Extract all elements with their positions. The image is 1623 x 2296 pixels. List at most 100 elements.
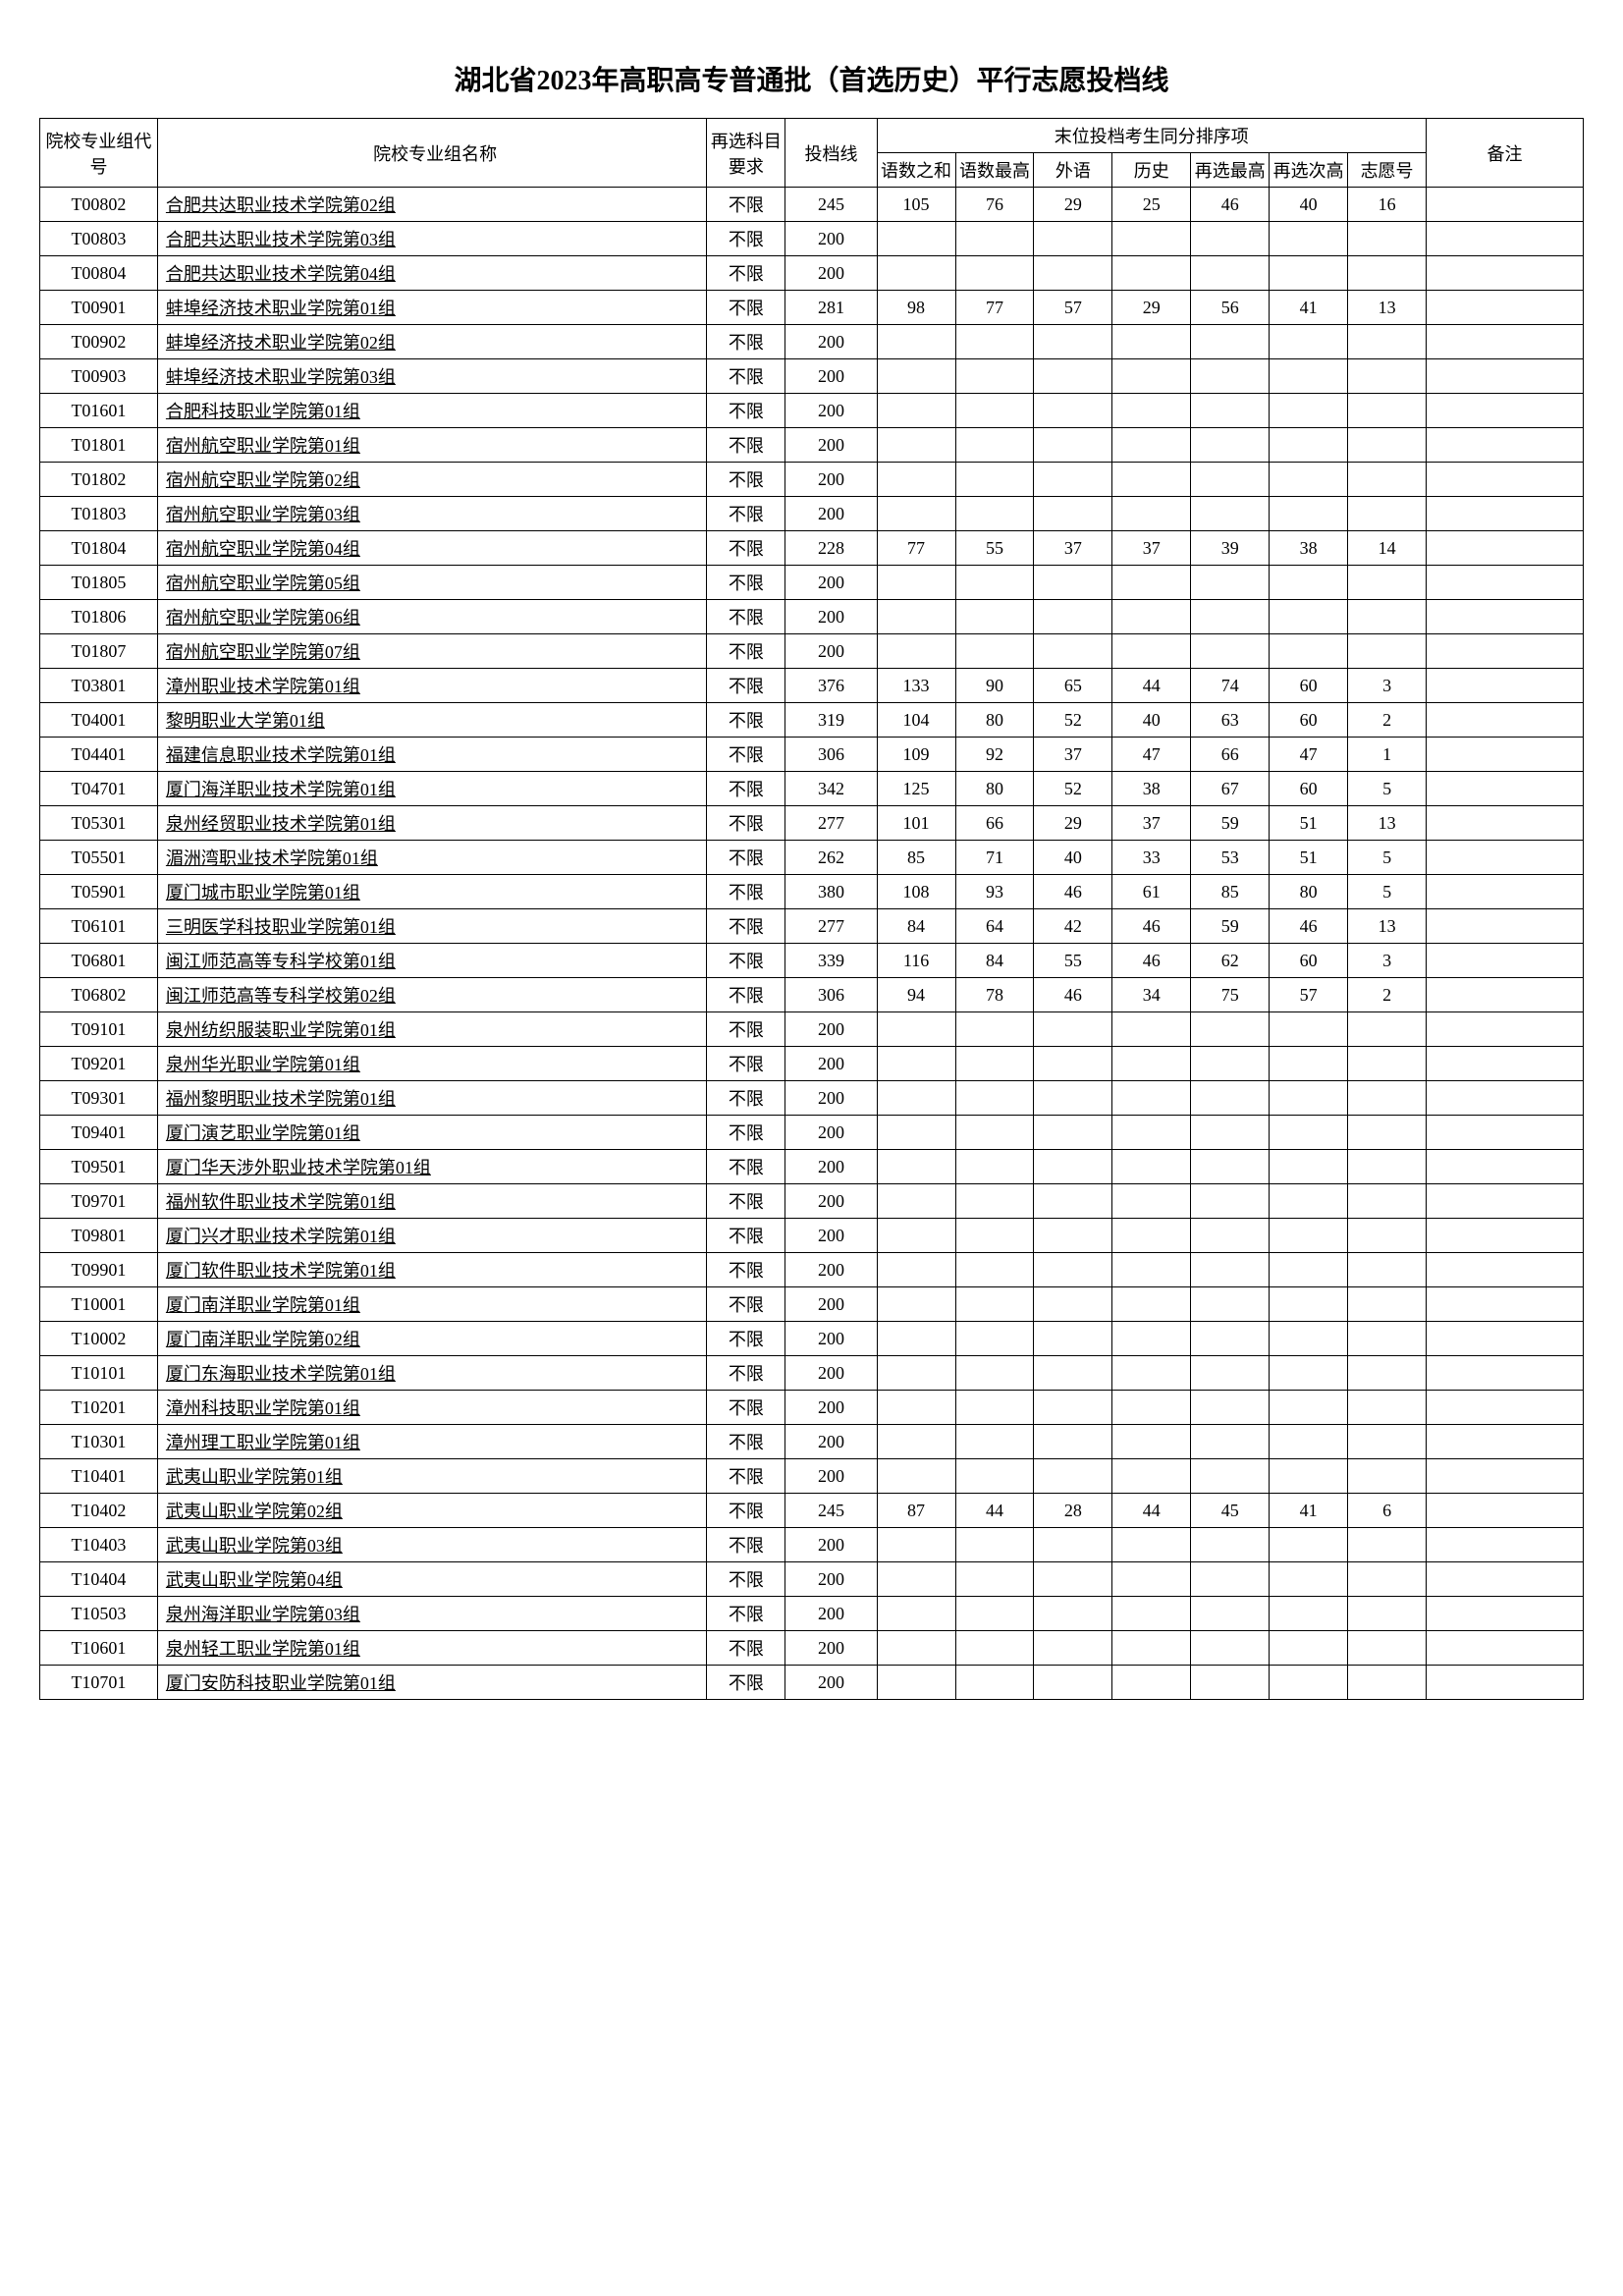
cell-history (1112, 256, 1191, 291)
cell-remark (1427, 1012, 1584, 1047)
cell-foreign: 40 (1034, 841, 1112, 875)
cell-resec (1270, 1150, 1348, 1184)
cell-sum (877, 1047, 955, 1081)
cell-wish (1348, 1459, 1427, 1494)
header-max: 语数最高 (955, 153, 1034, 188)
cell-sum (877, 1391, 955, 1425)
cell-resec (1270, 394, 1348, 428)
cell-req: 不限 (707, 1081, 785, 1116)
table-row: T00802合肥共达职业技术学院第02组不限245105762925464016 (40, 188, 1584, 222)
cell-foreign (1034, 1287, 1112, 1322)
cell-name: 泉州经贸职业技术学院第01组 (157, 806, 707, 841)
cell-code: T01807 (40, 634, 158, 669)
cell-resec: 38 (1270, 531, 1348, 566)
cell-wish (1348, 1150, 1427, 1184)
cell-code: T05501 (40, 841, 158, 875)
cell-sum (877, 463, 955, 497)
table-row: T00902蚌埠经济技术职业学院第02组不限200 (40, 325, 1584, 359)
cell-max: 78 (955, 978, 1034, 1012)
cell-resec (1270, 1322, 1348, 1356)
cell-score: 277 (785, 806, 877, 841)
cell-max (955, 1459, 1034, 1494)
cell-remax (1191, 1219, 1270, 1253)
cell-wish (1348, 566, 1427, 600)
cell-score: 200 (785, 1391, 877, 1425)
cell-req: 不限 (707, 600, 785, 634)
cell-req: 不限 (707, 1322, 785, 1356)
cell-req: 不限 (707, 188, 785, 222)
cell-foreign: 46 (1034, 978, 1112, 1012)
cell-name: 闽江师范高等专科学校第02组 (157, 978, 707, 1012)
cell-remax (1191, 1150, 1270, 1184)
cell-max (955, 1287, 1034, 1322)
cell-score: 200 (785, 1047, 877, 1081)
cell-wish: 1 (1348, 738, 1427, 772)
table-row: T10401武夷山职业学院第01组不限200 (40, 1459, 1584, 1494)
cell-max (955, 634, 1034, 669)
cell-remark (1427, 463, 1584, 497)
cell-history (1112, 394, 1191, 428)
cell-foreign (1034, 1253, 1112, 1287)
cell-name: 泉州华光职业学院第01组 (157, 1047, 707, 1081)
table-row: T01807宿州航空职业学院第07组不限200 (40, 634, 1584, 669)
cell-wish (1348, 256, 1427, 291)
cell-resec (1270, 1081, 1348, 1116)
cell-name: 宿州航空职业学院第02组 (157, 463, 707, 497)
cell-req: 不限 (707, 944, 785, 978)
cell-sum (877, 1012, 955, 1047)
cell-resec (1270, 1631, 1348, 1666)
cell-score: 200 (785, 1184, 877, 1219)
cell-remark (1427, 1459, 1584, 1494)
cell-remax: 39 (1191, 531, 1270, 566)
cell-name: 宿州航空职业学院第06组 (157, 600, 707, 634)
table-row: T04001黎明职业大学第01组不限31910480524063602 (40, 703, 1584, 738)
cell-max (955, 1012, 1034, 1047)
cell-remax (1191, 325, 1270, 359)
cell-foreign (1034, 1666, 1112, 1700)
cell-name: 蚌埠经济技术职业学院第02组 (157, 325, 707, 359)
cell-score: 245 (785, 1494, 877, 1528)
cell-remax: 53 (1191, 841, 1270, 875)
cell-name: 厦门城市职业学院第01组 (157, 875, 707, 909)
cell-name: 合肥共达职业技术学院第02组 (157, 188, 707, 222)
cell-sum: 77 (877, 531, 955, 566)
cell-sum: 98 (877, 291, 955, 325)
cell-code: T09701 (40, 1184, 158, 1219)
cell-remark (1427, 188, 1584, 222)
cell-resec (1270, 1425, 1348, 1459)
cell-code: T10002 (40, 1322, 158, 1356)
cell-remark (1427, 1356, 1584, 1391)
cell-resec (1270, 1562, 1348, 1597)
cell-remax (1191, 1184, 1270, 1219)
cell-history: 38 (1112, 772, 1191, 806)
table-row: T01804宿州航空职业学院第04组不限22877553737393814 (40, 531, 1584, 566)
cell-sum (877, 1253, 955, 1287)
cell-foreign (1034, 394, 1112, 428)
cell-score: 277 (785, 909, 877, 944)
cell-foreign (1034, 1528, 1112, 1562)
cell-remark (1427, 325, 1584, 359)
cell-max (955, 1047, 1034, 1081)
header-history: 历史 (1112, 153, 1191, 188)
cell-score: 200 (785, 359, 877, 394)
cell-wish (1348, 222, 1427, 256)
cell-remark (1427, 772, 1584, 806)
cell-resec: 51 (1270, 806, 1348, 841)
cell-foreign (1034, 1012, 1112, 1047)
cell-score: 200 (785, 428, 877, 463)
cell-wish (1348, 1116, 1427, 1150)
cell-resec: 47 (1270, 738, 1348, 772)
cell-max (955, 394, 1034, 428)
cell-remax: 74 (1191, 669, 1270, 703)
cell-remax (1191, 1081, 1270, 1116)
cell-req: 不限 (707, 1047, 785, 1081)
cell-score: 200 (785, 1597, 877, 1631)
cell-sum: 94 (877, 978, 955, 1012)
cell-name: 宿州航空职业学院第01组 (157, 428, 707, 463)
cell-wish: 5 (1348, 875, 1427, 909)
cell-code: T01601 (40, 394, 158, 428)
cell-history: 33 (1112, 841, 1191, 875)
cell-resec: 60 (1270, 944, 1348, 978)
cell-code: T10403 (40, 1528, 158, 1562)
cell-foreign (1034, 256, 1112, 291)
